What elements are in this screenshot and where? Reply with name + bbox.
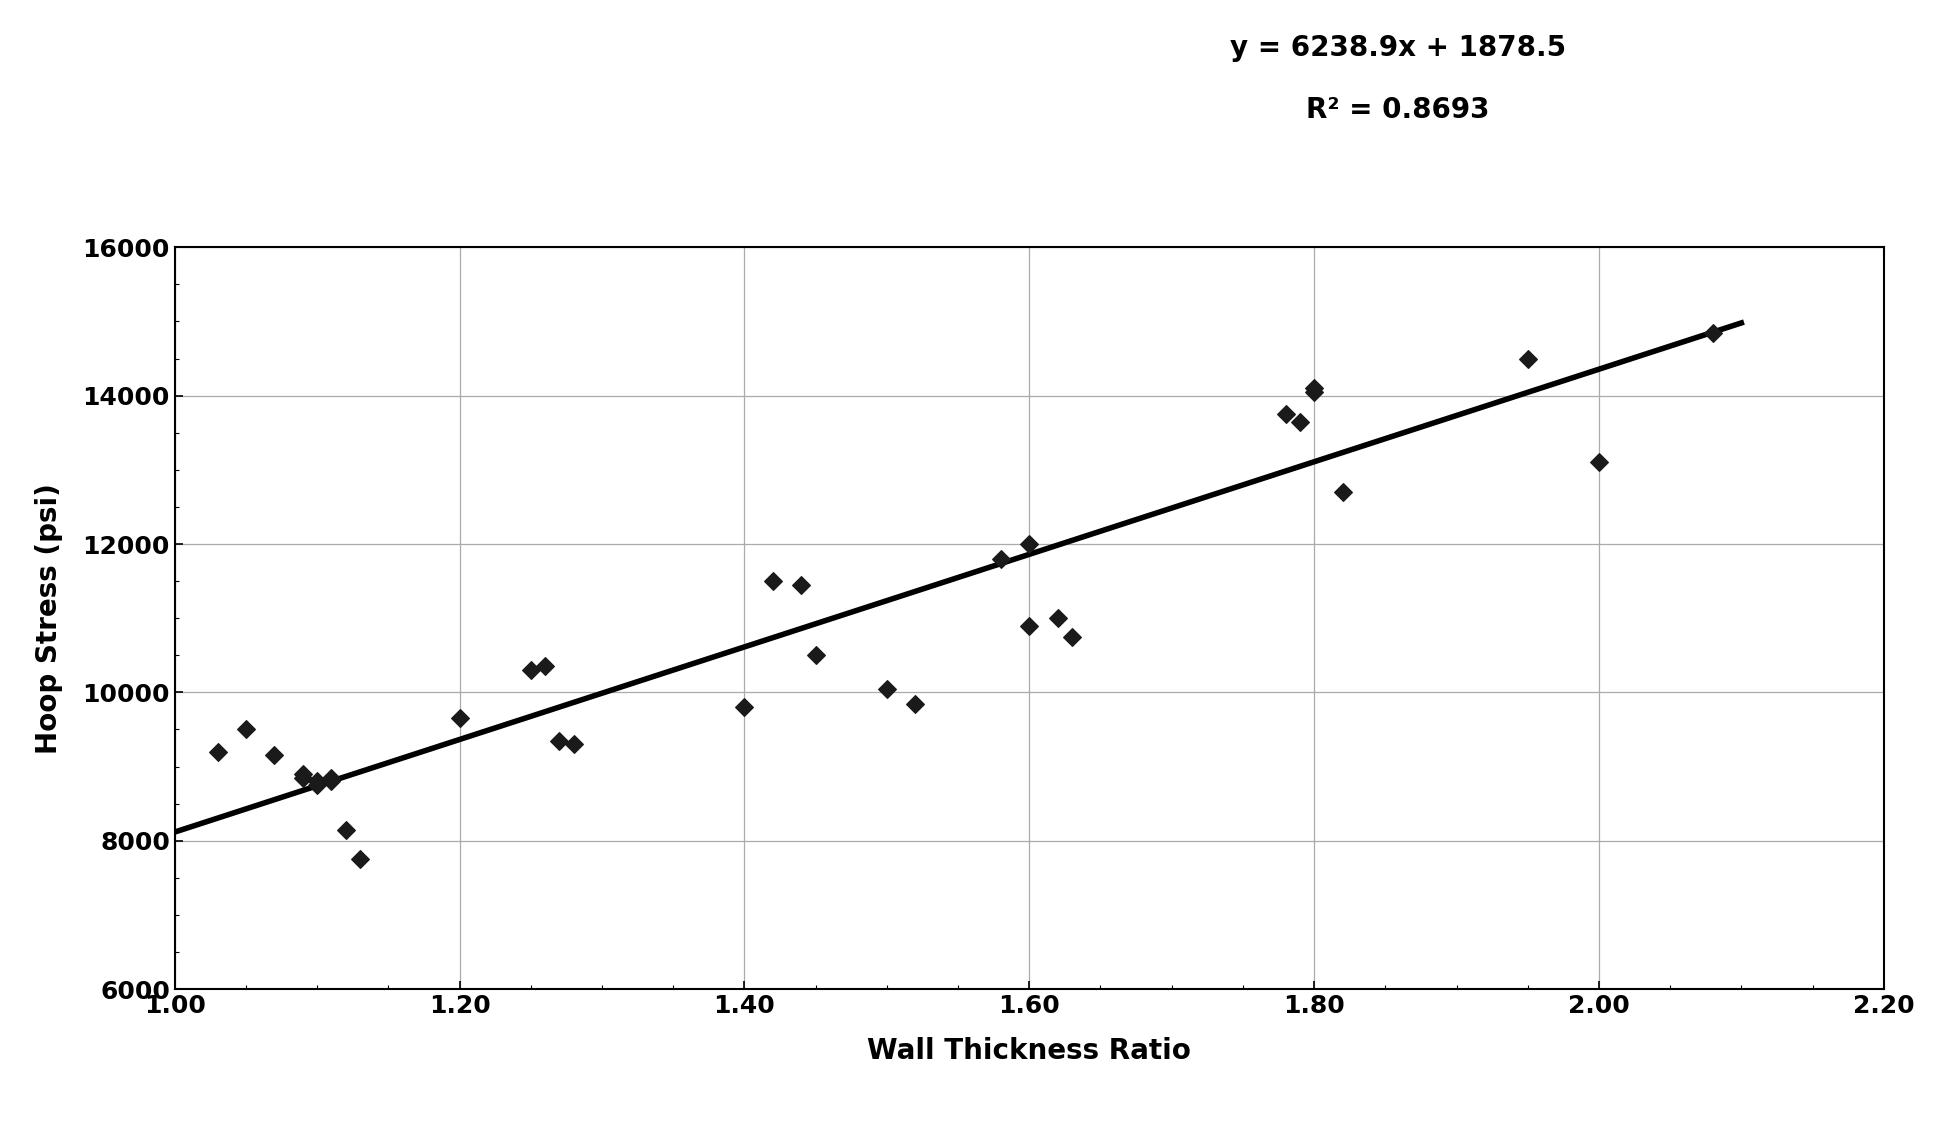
Point xyxy=(1299,383,1330,401)
Point xyxy=(1056,627,1088,645)
Point xyxy=(985,550,1016,568)
Point xyxy=(757,572,788,590)
X-axis label: Wall Thickness Ratio: Wall Thickness Ratio xyxy=(868,1037,1190,1066)
Point xyxy=(1014,535,1045,553)
Point xyxy=(1697,324,1728,342)
Point xyxy=(787,575,818,593)
Point xyxy=(1014,617,1045,635)
Point xyxy=(800,646,831,664)
Point xyxy=(728,698,759,716)
Point xyxy=(317,772,348,790)
Point xyxy=(258,746,289,764)
Y-axis label: Hoop Stress (psi): Hoop Stress (psi) xyxy=(35,483,62,753)
Point xyxy=(872,680,903,698)
Text: R² = 0.8693: R² = 0.8693 xyxy=(1307,96,1490,124)
Point xyxy=(1326,483,1357,501)
Point xyxy=(287,769,318,787)
Point xyxy=(515,661,546,679)
Point xyxy=(301,776,332,794)
Point xyxy=(231,720,262,738)
Point xyxy=(1284,413,1315,430)
Point xyxy=(287,765,318,783)
Point xyxy=(445,709,476,727)
Point xyxy=(317,769,348,787)
Point xyxy=(344,850,375,868)
Point xyxy=(1513,350,1544,368)
Point xyxy=(1043,609,1074,627)
Point xyxy=(1299,379,1330,397)
Point xyxy=(1270,406,1301,424)
Point xyxy=(530,658,561,676)
Text: y = 6238.9x + 1878.5: y = 6238.9x + 1878.5 xyxy=(1229,34,1567,62)
Point xyxy=(557,735,588,753)
Point xyxy=(899,695,930,713)
Point xyxy=(330,821,361,839)
Point xyxy=(1583,453,1614,471)
Point xyxy=(544,732,575,750)
Point xyxy=(301,772,332,790)
Point xyxy=(202,743,233,761)
